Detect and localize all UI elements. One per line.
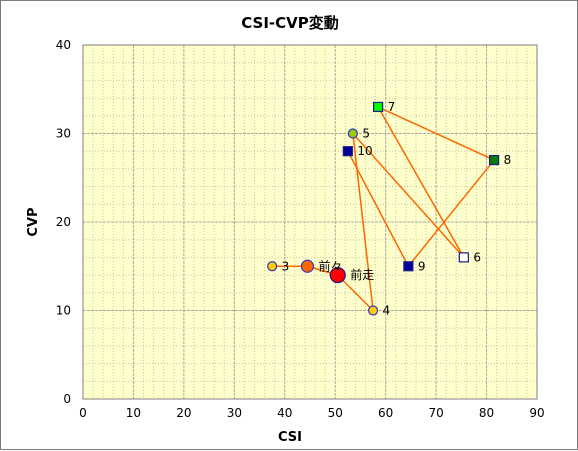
- point-marker: [329, 267, 346, 284]
- point-marker: [367, 305, 379, 316]
- chart-title: CSI-CVP変動: [241, 14, 339, 32]
- y-tick-label: 20: [56, 215, 71, 229]
- trajectory-segment: [377, 106, 495, 161]
- y-axis-title: CVP: [26, 207, 41, 236]
- x-tick-label: 90: [529, 406, 544, 420]
- plot-border: [82, 44, 538, 400]
- point-label: 8: [504, 153, 512, 167]
- y-tick-label: 40: [56, 38, 71, 52]
- trajectory-segment: [377, 106, 465, 258]
- x-tick-label: 70: [428, 406, 443, 420]
- trajectory-lines: [272, 106, 495, 312]
- point-marker: [347, 128, 358, 139]
- point-marker: [458, 252, 469, 263]
- x-tick-label: 30: [227, 406, 242, 420]
- trajectory-segment: [337, 274, 374, 312]
- point-marker: [403, 261, 414, 272]
- x-axis-title: CSI: [278, 430, 302, 445]
- x-tick-label: 10: [126, 406, 141, 420]
- point-label: 前々: [318, 258, 342, 273]
- point-label: 7: [388, 100, 396, 114]
- point-marker: [489, 154, 500, 166]
- trajectory-segment: [407, 159, 495, 267]
- x-tick-label: 60: [378, 406, 393, 420]
- point-marker: [300, 259, 315, 273]
- grid: [82, 44, 538, 400]
- trajectory-segment: [352, 132, 465, 258]
- point-label: 9: [418, 259, 426, 273]
- x-tick-label: 50: [328, 406, 343, 420]
- y-tick-label: 30: [56, 127, 71, 141]
- point-label: 4: [383, 304, 391, 318]
- point-marker: [342, 146, 353, 157]
- trajectory-segment: [352, 133, 374, 311]
- point-marker: [373, 101, 384, 113]
- point-marker: [267, 261, 278, 272]
- point-label: 6: [473, 250, 481, 264]
- x-tick-label: 80: [479, 406, 494, 420]
- data-points: [267, 101, 500, 316]
- x-tick-label: 40: [277, 406, 292, 420]
- y-tick-label: 10: [56, 304, 71, 318]
- x-tick-label: 0: [79, 406, 87, 420]
- point-label: 5: [362, 127, 370, 141]
- y-tick-labels: 0 10 20 30 40: [56, 38, 71, 406]
- y-tick-label: 0: [63, 392, 71, 406]
- x-tick-labels: 0 10 20 30 40 50 60 70 80 90: [79, 406, 544, 420]
- point-label: 10: [357, 144, 372, 158]
- trajectory-segment: [347, 150, 410, 267]
- point-label: 3: [282, 259, 290, 273]
- x-tick-label: 20: [176, 406, 191, 420]
- point-label: 前走: [350, 267, 374, 282]
